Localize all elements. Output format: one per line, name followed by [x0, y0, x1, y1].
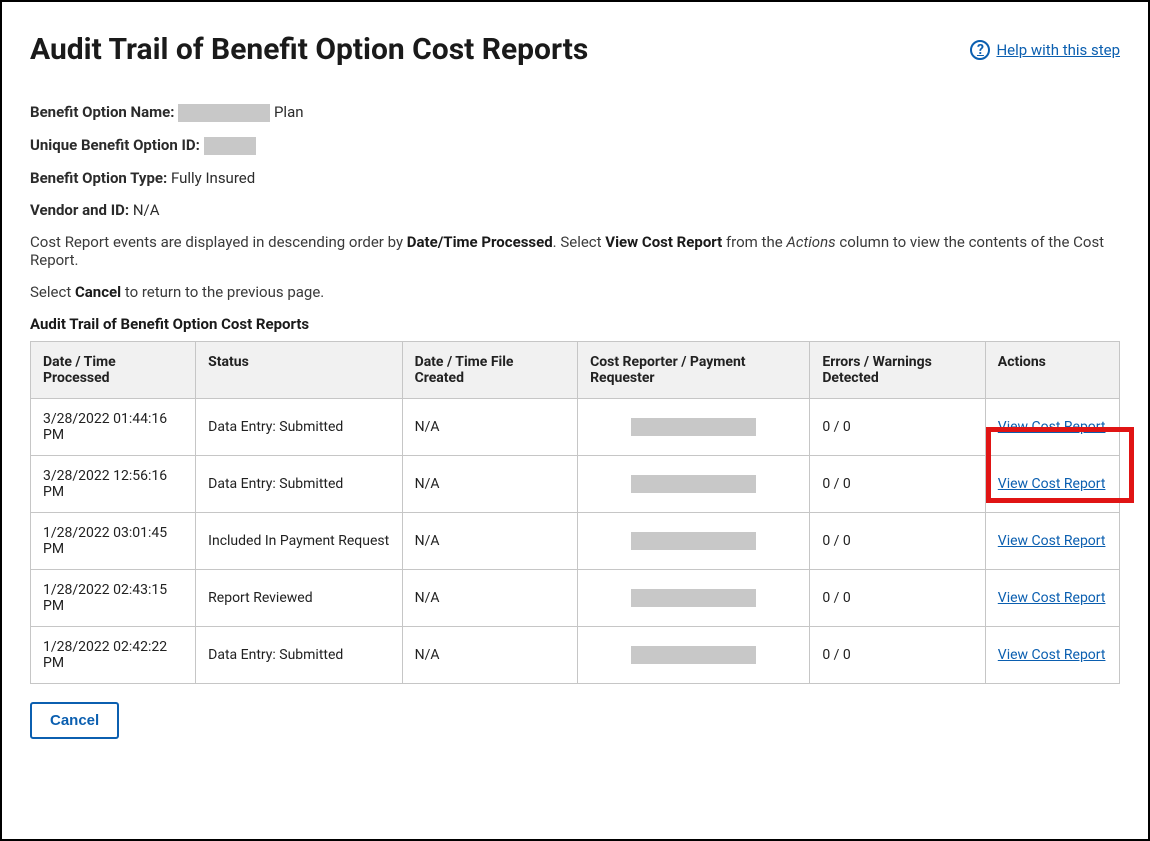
cell-file-created: N/A — [402, 399, 577, 456]
cell-actions: View Cost Report — [985, 456, 1119, 513]
col-header-file-created: Date / Time File Created — [402, 342, 577, 399]
cell-actions: View Cost Report — [985, 399, 1119, 456]
cell-file-created: N/A — [402, 513, 577, 570]
cell-status: Data Entry: Submitted — [196, 456, 402, 513]
col-header-requester: Cost Reporter / Payment Requester — [578, 342, 810, 399]
view-cost-report-link[interactable]: View Cost Report — [998, 590, 1106, 606]
cell-actions: View Cost Report — [985, 570, 1119, 627]
cell-datetime: 1/28/2022 02:43:15 PM — [31, 570, 196, 627]
requester-redacted — [631, 646, 756, 664]
cell-file-created: N/A — [402, 456, 577, 513]
cell-datetime: 1/28/2022 02:42:22 PM — [31, 627, 196, 684]
unique-id-row: Unique Benefit Option ID: — [30, 136, 1120, 155]
requester-redacted — [631, 589, 756, 607]
view-cost-report-link[interactable]: View Cost Report — [998, 647, 1106, 663]
table-row: 1/28/2022 02:42:22 PMData Entry: Submitt… — [31, 627, 1120, 684]
table-row: 3/28/2022 12:56:16 PMData Entry: Submitt… — [31, 456, 1120, 513]
help-link[interactable]: ? Help with this step — [970, 40, 1120, 60]
vendor-row: Vendor and ID: N/A — [30, 201, 1120, 219]
benefit-name-label: Benefit Option Name: — [30, 103, 175, 121]
table-row: 1/28/2022 03:01:45 PMIncluded In Payment… — [31, 513, 1120, 570]
cell-requester — [578, 399, 810, 456]
cell-errors: 0 / 0 — [810, 627, 985, 684]
question-icon: ? — [970, 40, 990, 60]
cell-status: Data Entry: Submitted — [196, 399, 402, 456]
help-link-label: Help with this step — [996, 41, 1120, 59]
cell-errors: 0 / 0 — [810, 513, 985, 570]
benefit-type-label: Benefit Option Type: — [30, 169, 167, 187]
unique-id-label: Unique Benefit Option ID: — [30, 136, 200, 154]
cell-errors: 0 / 0 — [810, 456, 985, 513]
unique-id-redacted — [204, 137, 256, 155]
requester-redacted — [631, 532, 756, 550]
view-cost-report-link[interactable]: View Cost Report — [998, 533, 1106, 549]
col-header-datetime: Date / Time Processed — [31, 342, 196, 399]
description-line-1: Cost Report events are displayed in desc… — [30, 233, 1120, 269]
cell-status: Data Entry: Submitted — [196, 627, 402, 684]
benefit-name-redacted — [178, 104, 270, 122]
cell-requester — [578, 627, 810, 684]
view-cost-report-link[interactable]: View Cost Report — [998, 419, 1106, 435]
table-row: 3/28/2022 01:44:16 PMData Entry: Submitt… — [31, 399, 1120, 456]
cell-requester — [578, 513, 810, 570]
cell-requester — [578, 456, 810, 513]
cell-file-created: N/A — [402, 627, 577, 684]
cell-status: Report Reviewed — [196, 570, 402, 627]
description-line-2: Select Cancel to return to the previous … — [30, 283, 1120, 301]
cell-errors: 0 / 0 — [810, 399, 985, 456]
cancel-button[interactable]: Cancel — [30, 702, 119, 739]
benefit-name-suffix: Plan — [274, 103, 304, 121]
table-row: 1/28/2022 02:43:15 PMReport ReviewedN/A 0… — [31, 570, 1120, 627]
view-cost-report-link[interactable]: View Cost Report — [998, 476, 1106, 492]
page-container: Audit Trail of Benefit Option Cost Repor… — [0, 0, 1150, 841]
benefit-type-row: Benefit Option Type: Fully Insured — [30, 169, 1120, 187]
benefit-name-row: Benefit Option Name: Plan — [30, 103, 1120, 122]
requester-redacted — [631, 475, 756, 493]
cell-errors: 0 / 0 — [810, 570, 985, 627]
table-header-row: Date / Time Processed Status Date / Time… — [31, 342, 1120, 399]
cell-status: Included In Payment Request — [196, 513, 402, 570]
cell-datetime: 1/28/2022 03:01:45 PM — [31, 513, 196, 570]
vendor-label: Vendor and ID: — [30, 201, 129, 219]
vendor-value: N/A — [133, 201, 160, 219]
cell-requester — [578, 570, 810, 627]
cell-actions: View Cost Report — [985, 513, 1119, 570]
col-header-errors: Errors / Warnings Detected — [810, 342, 985, 399]
requester-redacted — [631, 418, 756, 436]
cell-datetime: 3/28/2022 01:44:16 PM — [31, 399, 196, 456]
col-header-status: Status — [196, 342, 402, 399]
audit-trail-table: Date / Time Processed Status Date / Time… — [30, 341, 1120, 684]
col-header-actions: Actions — [985, 342, 1119, 399]
info-block: Benefit Option Name: Plan Unique Benefit… — [30, 103, 1120, 219]
benefit-type-value: Fully Insured — [171, 169, 255, 187]
cell-datetime: 3/28/2022 12:56:16 PM — [31, 456, 196, 513]
cell-file-created: N/A — [402, 570, 577, 627]
cell-actions: View Cost Report — [985, 627, 1119, 684]
header-row: Audit Trail of Benefit Option Cost Repor… — [30, 32, 1120, 67]
page-title: Audit Trail of Benefit Option Cost Repor… — [30, 32, 588, 67]
table-caption: Audit Trail of Benefit Option Cost Repor… — [30, 315, 1120, 333]
